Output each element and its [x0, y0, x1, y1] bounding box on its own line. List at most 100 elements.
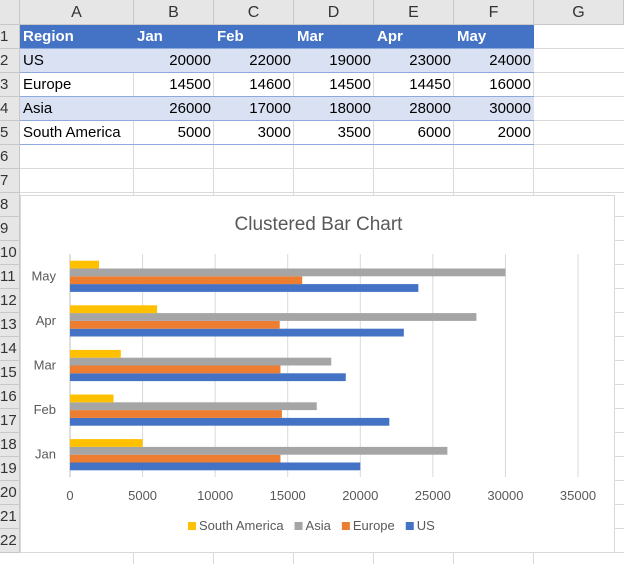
row-gridline [20, 168, 624, 169]
x-tick-label: 30000 [487, 488, 523, 503]
table-cell[interactable]: 19000 [294, 49, 374, 72]
table-header-cell[interactable]: May [454, 25, 534, 48]
x-tick-label: 10000 [197, 488, 233, 503]
bar-europe-feb [70, 410, 282, 418]
table-cell[interactable]: Europe [23, 76, 72, 93]
bar-europe-mar [70, 365, 281, 374]
table-row-border [20, 72, 534, 73]
legend-swatch [405, 522, 414, 530]
x-tick-label: 25000 [415, 488, 451, 503]
bar-asia-mar [70, 357, 332, 366]
table-cell[interactable]: 28000 [374, 97, 454, 120]
x-tick-label: 35000 [560, 488, 596, 503]
x-tick-label: 15000 [270, 488, 306, 503]
table-cell[interactable]: 14500 [329, 76, 371, 93]
row-header-10[interactable]: 10 [0, 241, 20, 265]
table-header-cell[interactable]: Jan [134, 25, 214, 48]
column-header-b[interactable]: B [134, 0, 214, 25]
chart[interactable]: Clustered Bar Chart 0 5000 10000 15000 20000 2… [20, 195, 615, 553]
select-all-corner[interactable] [0, 0, 20, 25]
row-header-18[interactable]: 18 [0, 433, 20, 457]
y-tick-label: May [31, 268, 56, 283]
table-cell[interactable]: 16000 [489, 76, 531, 93]
row-header-5[interactable]: 5 [0, 121, 20, 145]
bar-europe-apr [70, 320, 280, 329]
bar-europe-jan [70, 454, 281, 463]
table-cell[interactable]: 3500 [337, 124, 371, 141]
row-header-22[interactable]: 22 [0, 529, 20, 553]
table-cell[interactable]: 26000 [134, 97, 214, 120]
row-header-4[interactable]: 4 [0, 97, 20, 121]
table-row-border [20, 120, 534, 121]
column-header-f[interactable]: F [454, 0, 534, 25]
row-header-15[interactable]: 15 [0, 361, 20, 385]
row-header-19[interactable]: 19 [0, 457, 20, 481]
bar-us-may [70, 284, 419, 292]
row-header-1[interactable]: 1 [0, 25, 20, 49]
table-cell[interactable]: Asia [20, 97, 134, 120]
column-header-g[interactable]: G [534, 0, 624, 25]
table-cell[interactable]: 14500 [169, 76, 211, 93]
y-tick-label: Jan [35, 447, 56, 462]
bar-south-america-jan [70, 439, 143, 447]
row-header-20[interactable]: 20 [0, 481, 20, 505]
legend-item-label: South America [199, 518, 284, 533]
table-cell[interactable]: 20000 [134, 49, 214, 72]
row-header-17[interactable]: 17 [0, 409, 20, 433]
bar-us-feb [70, 417, 390, 426]
chart-svg: Clustered Bar Chart 0 5000 10000 15000 20000 2… [31, 214, 596, 533]
column-header-d[interactable]: D [294, 0, 374, 25]
table-cell[interactable]: 14600 [249, 76, 291, 93]
table-cell[interactable]: South America [23, 124, 121, 141]
table-cell[interactable]: 18000 [294, 97, 374, 120]
column-header-c[interactable]: C [214, 0, 294, 25]
column-header-e[interactable]: E [374, 0, 454, 25]
row-header-3[interactable]: 3 [0, 73, 20, 97]
table-cell[interactable]: 6000 [417, 124, 451, 141]
table-cell[interactable]: 14450 [409, 76, 451, 93]
x-tick-label: 5000 [128, 488, 157, 503]
table-row-border [20, 96, 534, 97]
row-header-8[interactable]: 8 [0, 193, 20, 217]
table-cell[interactable]: US [20, 49, 134, 72]
table-cell[interactable]: 17000 [214, 97, 294, 120]
row-header-2[interactable]: 2 [0, 49, 20, 73]
bar-us-jan [70, 462, 361, 471]
table-cell[interactable]: 22000 [214, 49, 294, 72]
bar-asia-apr [70, 313, 477, 321]
bar-south-america-feb [70, 394, 114, 403]
table-cell[interactable]: 3000 [257, 124, 291, 141]
row-header-14[interactable]: 14 [0, 337, 20, 361]
table-header-cell[interactable]: Mar [294, 25, 374, 48]
row-header-13[interactable]: 13 [0, 313, 20, 337]
x-tick-label: 0 [66, 488, 73, 503]
row-header-21[interactable]: 21 [0, 505, 20, 529]
y-tick-label: Mar [34, 358, 57, 373]
table-cell[interactable]: 24000 [454, 49, 534, 72]
row-header-16[interactable]: 16 [0, 385, 20, 409]
bar-asia-jan [70, 446, 448, 455]
bar-europe-may [70, 276, 303, 285]
table-header-cell[interactable]: Feb [214, 25, 294, 48]
table-cell[interactable]: 5000 [177, 124, 211, 141]
row-header-7[interactable]: 7 [0, 169, 20, 193]
row-header-12[interactable]: 12 [0, 289, 20, 313]
table-cell[interactable]: 30000 [454, 97, 534, 120]
x-tick-label: 20000 [342, 488, 378, 503]
row-header-11[interactable]: 11 [0, 265, 20, 289]
y-tick-label: Feb [34, 402, 56, 417]
table-header-cell[interactable]: Region [20, 25, 134, 48]
column-header-a[interactable]: A [20, 0, 134, 25]
legend-item-label: Europe [353, 518, 395, 533]
table-cell[interactable]: 2000 [497, 124, 531, 141]
row-header-6[interactable]: 6 [0, 145, 20, 169]
row-gridline [20, 192, 624, 193]
table-cell[interactable]: 23000 [374, 49, 454, 72]
table-header-cell[interactable]: Apr [374, 25, 454, 48]
bar-south-america-mar [70, 349, 121, 358]
bar-us-apr [70, 328, 404, 337]
legend-swatch [341, 522, 350, 530]
row-header-9[interactable]: 9 [0, 217, 20, 241]
chart-title: Clustered Bar Chart [235, 214, 404, 235]
